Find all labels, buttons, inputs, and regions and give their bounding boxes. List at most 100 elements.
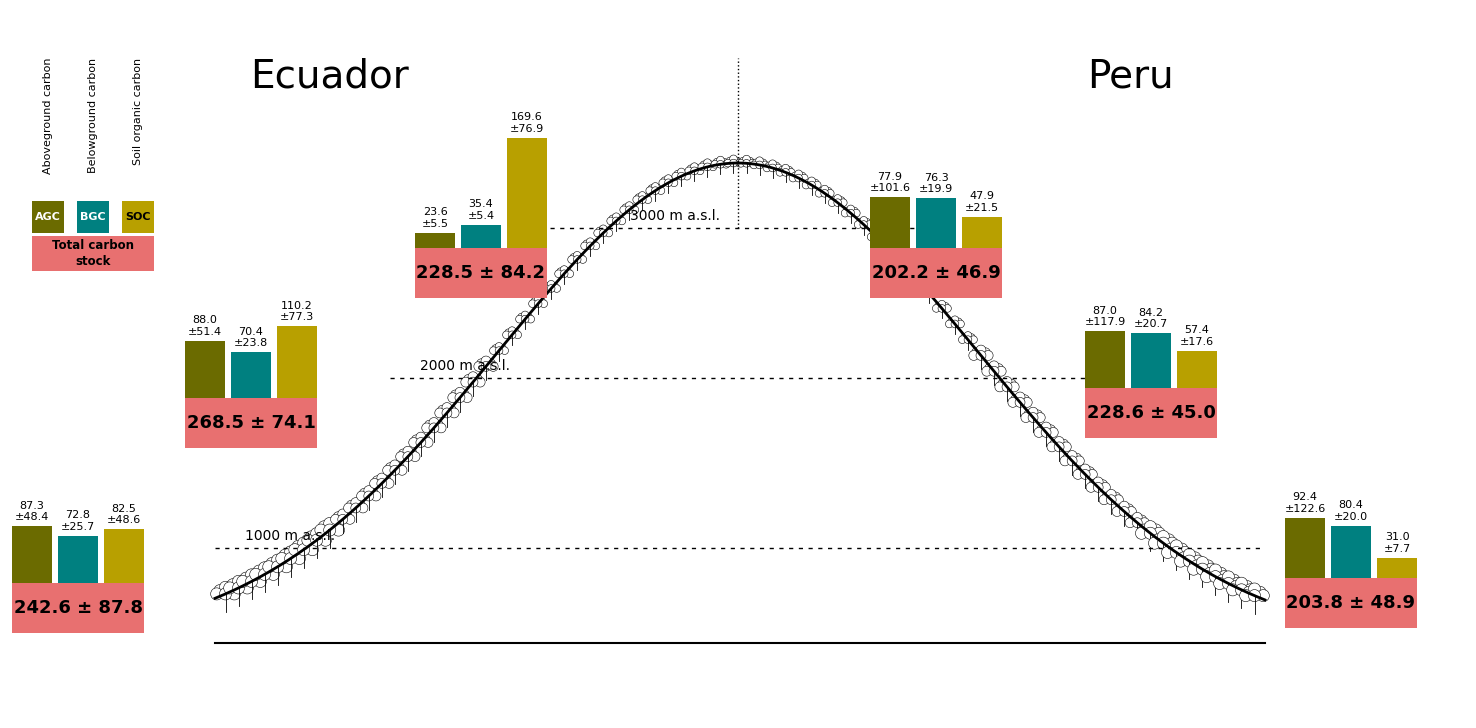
Circle shape: [613, 213, 620, 221]
Circle shape: [396, 451, 406, 462]
Circle shape: [765, 162, 773, 170]
Circle shape: [677, 173, 685, 180]
Circle shape: [592, 242, 599, 250]
Circle shape: [880, 246, 889, 254]
Circle shape: [376, 478, 387, 488]
Circle shape: [258, 562, 270, 574]
Circle shape: [651, 183, 660, 190]
Text: 87.0
±117.9: 87.0 ±117.9: [1085, 306, 1126, 328]
Circle shape: [801, 181, 810, 189]
Circle shape: [477, 359, 487, 368]
Circle shape: [1170, 547, 1182, 558]
Circle shape: [646, 187, 654, 194]
Circle shape: [925, 289, 933, 297]
Circle shape: [1162, 547, 1173, 558]
Circle shape: [737, 159, 745, 167]
Circle shape: [338, 509, 348, 519]
Circle shape: [815, 189, 824, 197]
Circle shape: [543, 282, 552, 290]
Circle shape: [980, 348, 990, 357]
Circle shape: [357, 491, 366, 501]
Circle shape: [289, 544, 301, 555]
Circle shape: [1204, 563, 1218, 575]
Circle shape: [505, 329, 512, 336]
Circle shape: [742, 159, 750, 167]
Text: 84.2
±20.7: 84.2 ±20.7: [1134, 308, 1168, 329]
Circle shape: [490, 347, 497, 355]
Circle shape: [548, 285, 555, 293]
Circle shape: [370, 491, 381, 501]
Circle shape: [1228, 574, 1240, 586]
Circle shape: [629, 204, 636, 212]
Text: 228.6 ± 45.0: 228.6 ± 45.0: [1086, 404, 1215, 422]
Circle shape: [1107, 495, 1116, 505]
Circle shape: [291, 549, 303, 561]
Bar: [962, 217, 1002, 248]
Circle shape: [920, 289, 927, 297]
Circle shape: [1179, 547, 1191, 558]
Circle shape: [726, 157, 734, 165]
Circle shape: [548, 280, 555, 288]
Circle shape: [294, 553, 306, 565]
Circle shape: [800, 174, 807, 182]
Circle shape: [1184, 555, 1196, 567]
Circle shape: [527, 315, 534, 323]
Circle shape: [267, 569, 279, 580]
Circle shape: [347, 500, 356, 510]
Circle shape: [586, 238, 593, 245]
Circle shape: [893, 260, 900, 268]
Circle shape: [316, 531, 328, 543]
Circle shape: [1041, 422, 1051, 432]
Bar: [232, 352, 272, 398]
Bar: [184, 398, 317, 448]
Bar: [1377, 558, 1417, 578]
Circle shape: [807, 177, 815, 185]
Circle shape: [939, 301, 946, 308]
Circle shape: [1197, 563, 1209, 575]
Text: 31.0
±7.7: 31.0 ±7.7: [1383, 532, 1411, 554]
Circle shape: [886, 242, 893, 250]
Circle shape: [983, 350, 993, 360]
Circle shape: [951, 316, 959, 324]
Circle shape: [664, 175, 672, 183]
Circle shape: [686, 165, 695, 173]
Circle shape: [211, 587, 223, 600]
Circle shape: [850, 207, 858, 215]
Circle shape: [338, 515, 348, 524]
Circle shape: [685, 167, 692, 175]
Circle shape: [1249, 590, 1261, 601]
Circle shape: [570, 253, 577, 261]
Bar: [277, 326, 317, 398]
Circle shape: [1132, 513, 1142, 522]
Circle shape: [227, 579, 239, 590]
Circle shape: [238, 579, 249, 590]
Circle shape: [756, 157, 763, 165]
Circle shape: [1175, 555, 1187, 567]
Circle shape: [561, 266, 568, 274]
Circle shape: [499, 344, 506, 352]
Circle shape: [233, 575, 245, 587]
Circle shape: [847, 209, 855, 217]
Circle shape: [675, 170, 682, 178]
Circle shape: [351, 498, 360, 507]
Circle shape: [459, 390, 469, 400]
Circle shape: [729, 155, 738, 163]
Circle shape: [807, 181, 815, 189]
Circle shape: [1157, 531, 1169, 542]
Circle shape: [249, 569, 261, 580]
Circle shape: [430, 418, 438, 427]
Circle shape: [446, 405, 456, 415]
Circle shape: [648, 185, 655, 192]
Circle shape: [639, 196, 646, 204]
Circle shape: [602, 227, 611, 234]
Circle shape: [399, 449, 409, 459]
Circle shape: [872, 229, 881, 237]
Circle shape: [410, 451, 421, 462]
Circle shape: [934, 302, 942, 310]
Circle shape: [787, 168, 796, 176]
Circle shape: [450, 390, 461, 400]
Circle shape: [310, 528, 323, 539]
Circle shape: [421, 435, 431, 445]
Circle shape: [1144, 527, 1156, 539]
Circle shape: [605, 229, 613, 237]
